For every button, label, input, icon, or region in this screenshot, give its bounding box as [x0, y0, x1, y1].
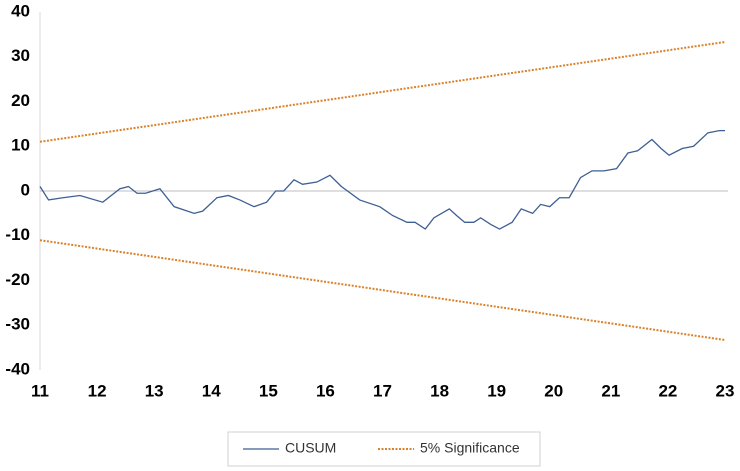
x-tick-label: 17 [373, 381, 392, 400]
legend-label: 5% Significance [420, 440, 520, 456]
x-tick-label: 19 [487, 381, 506, 400]
x-tick-label: 14 [202, 381, 221, 400]
y-tick-label: -20 [5, 270, 30, 289]
y-tick-label: 40 [11, 1, 30, 20]
y-tick-label: 10 [11, 136, 30, 155]
x-tick-label: 22 [658, 381, 677, 400]
x-tick-label: 15 [259, 381, 278, 400]
legend-label: CUSUM [285, 440, 336, 456]
x-tick-label: 20 [544, 381, 563, 400]
x-tick-label: 21 [601, 381, 620, 400]
series-line [39, 40, 726, 143]
y-tick-label: -30 [5, 315, 30, 334]
y-tick-label: 30 [11, 46, 30, 65]
y-tick-label: 0 [21, 180, 30, 199]
y-tick-label: -10 [5, 225, 30, 244]
y-tick-label: 20 [11, 91, 30, 110]
x-tick-label: 16 [316, 381, 335, 400]
y-tick-label: -40 [5, 359, 30, 378]
x-tick-label: 23 [716, 381, 735, 400]
x-tick-label: 18 [430, 381, 449, 400]
x-tick-label: 13 [145, 381, 164, 400]
series-line [39, 129, 725, 230]
x-tick-label: 12 [88, 381, 107, 400]
x-tick-label: 11 [31, 381, 49, 400]
legend-box [227, 431, 541, 467]
series-line [39, 239, 726, 342]
